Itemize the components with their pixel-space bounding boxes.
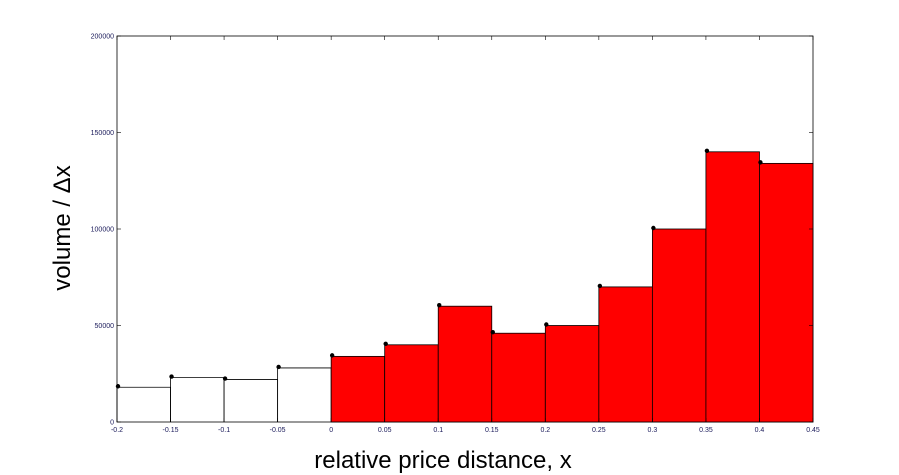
x-tick-label-5: 0.05 [378, 427, 392, 434]
bar-marker-1 [169, 374, 174, 379]
x-tick-label-4: 0 [329, 427, 333, 434]
x-tick-label-2: -0.1 [218, 427, 230, 434]
bar-11 [705, 151, 760, 423]
x-tick-label-1: -0.15 [163, 427, 179, 434]
x-tick-label-11: 0.35 [699, 427, 713, 434]
y-tick-label-1: 50000 [95, 323, 115, 330]
x-tick-label-12: 0.4 [755, 427, 765, 434]
x-tick-label-8: 0.2 [540, 427, 550, 434]
bar-12 [759, 162, 814, 423]
bar-1 [170, 377, 225, 422]
bar-marker-6 [437, 303, 442, 308]
x-tick-label-3: -0.05 [270, 427, 286, 434]
x-tick-label-0: -0.2 [111, 427, 123, 434]
x-tick-label-7: 0.15 [485, 427, 499, 434]
bar-series [116, 151, 814, 423]
bar-marker-11 [704, 148, 710, 153]
bar-marker-10 [651, 225, 656, 231]
bar-5 [384, 344, 439, 423]
y-tick-label-4: 200000 [91, 34, 114, 41]
bar-marker-3 [276, 364, 281, 370]
bar-marker-2 [222, 376, 228, 381]
y-axis-title: volume / Δx [49, 165, 76, 290]
bar-marker-5 [383, 341, 388, 346]
y-tick-label-0: 0 [110, 420, 114, 427]
y-tick-label-3: 150000 [91, 130, 114, 137]
y-axis: 0 50000 100000 150000 200000 [91, 34, 813, 427]
x-tick-label-6: 0.1 [433, 427, 443, 434]
bar-8 [544, 325, 600, 423]
x-tick-label-9: 0.25 [592, 427, 606, 434]
bar-marker-8 [544, 322, 549, 327]
bar-4 [330, 355, 386, 423]
bar-7 [491, 332, 546, 423]
bar-0 [116, 386, 171, 422]
bar-marker-4 [329, 353, 335, 358]
x-tick-label-10: 0.3 [648, 427, 658, 434]
marker-series [115, 148, 763, 389]
bar-marker-7 [490, 330, 495, 335]
y-tick-label-2: 100000 [91, 227, 114, 234]
bar-9 [598, 286, 653, 423]
bar-marker-9 [597, 283, 603, 289]
bar-marker-0 [115, 384, 121, 389]
bar-3 [277, 367, 332, 422]
x-tick-label-13: 0.45 [806, 427, 820, 434]
x-axis: -0.2 -0.15 -0.1 -0.05 0 0.05 0.1 0.15 0.2 0.25 0.3… [111, 36, 820, 434]
bar-10 [651, 228, 707, 423]
bar-marker-12 [758, 160, 763, 165]
bar-6 [437, 305, 493, 423]
bar-2 [223, 379, 279, 422]
x-axis-title: relative price distance, x [314, 447, 571, 474]
